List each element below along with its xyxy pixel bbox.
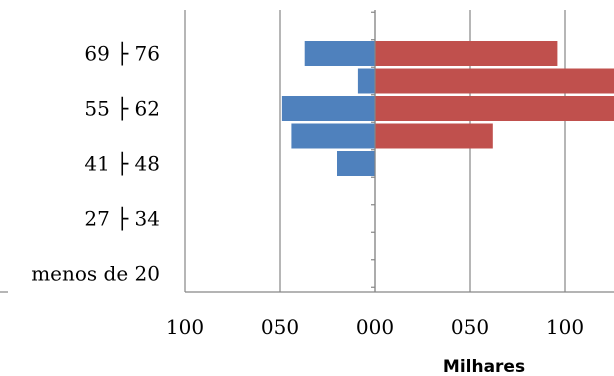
category-label-0: menos de 20 — [31, 262, 160, 286]
bar-series1-cat7 — [375, 68, 614, 94]
bar-series0-cat5 — [291, 123, 375, 149]
bar-series0-cat7 — [357, 68, 375, 94]
category-label-1: 27 ├ 34 — [84, 207, 160, 231]
axes — [0, 10, 614, 293]
x-tick-label-1: 050 — [261, 315, 299, 339]
x-axis-title: Milhares — [443, 357, 525, 376]
bar-series0-cat4 — [337, 151, 375, 176]
x-tick-label-3: 050 — [451, 315, 489, 339]
bars — [281, 41, 614, 176]
category-label-2: 41 ├ 48 — [84, 152, 160, 176]
category-label-3: 55 ├ 62 — [84, 97, 160, 121]
bar-series0-cat6 — [281, 96, 375, 121]
category-label-4: 69 ├ 76 — [84, 42, 160, 66]
bar-series1-cat5 — [375, 123, 493, 149]
bar-series1-cat8 — [375, 41, 558, 66]
x-tick-label-4: 100 — [546, 315, 584, 339]
labels: 100 050 000 050 100 menos de 20 27 ├ 34 41 ├ 48… — [31, 42, 584, 340]
bar-series0-cat8 — [304, 41, 375, 66]
bar-series1-cat6 — [375, 96, 614, 121]
x-tick-label-0: 100 — [166, 315, 204, 339]
x-tick-label-2: 000 — [356, 315, 394, 339]
